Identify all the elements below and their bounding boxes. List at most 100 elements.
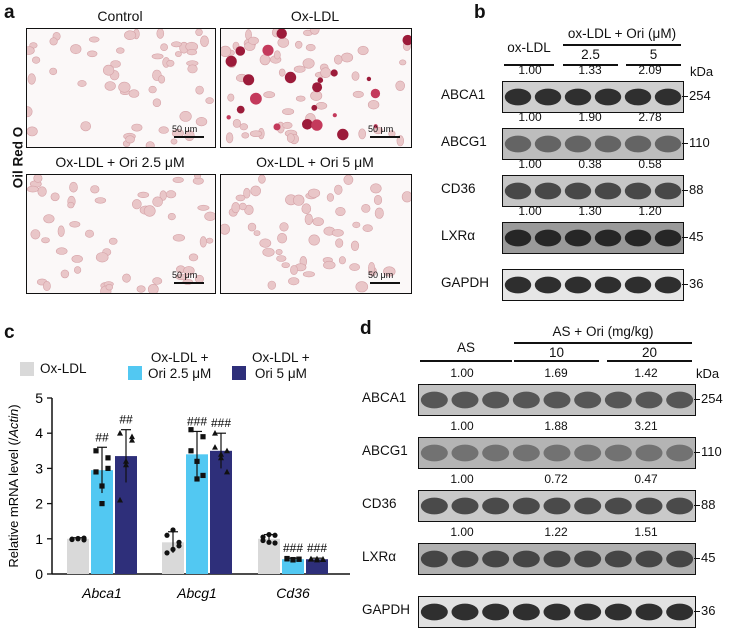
marker-tick	[694, 611, 700, 613]
densitometry-value: 1.22	[544, 525, 568, 539]
bar	[210, 450, 232, 574]
group-underline	[514, 342, 692, 344]
densitometry-value: 1.69	[544, 366, 568, 380]
y-tick-label: 1	[35, 531, 43, 547]
significance-marker: ##	[95, 430, 109, 444]
group-underline	[420, 360, 512, 362]
densitometry-value: 1.90	[578, 110, 602, 124]
group-label-control: AS	[456, 340, 475, 355]
densitometry-value: 2.78	[638, 110, 662, 124]
densitometry-value: 1.00	[450, 366, 474, 380]
densitometry-value: 3.21	[634, 419, 658, 433]
y-tick-label: 4	[35, 425, 43, 441]
bar-chart: 0 1 2 3 4 5 Relative mRNA level (/Actin) ## ## Ab…	[6, 390, 350, 601]
data-point	[81, 537, 87, 543]
blot-strip	[502, 269, 684, 301]
legend-swatch	[20, 362, 34, 376]
scale-bar	[370, 282, 400, 284]
significance-marker: ###	[307, 541, 327, 555]
bar	[282, 559, 304, 574]
data-point	[188, 448, 194, 454]
data-point	[194, 458, 200, 464]
group-label-control: ox-LDL	[507, 40, 551, 55]
densitometry-value: 2.09	[638, 63, 662, 77]
x-category-label: Cd36	[276, 585, 310, 601]
densitometry-value: 0.58	[638, 157, 662, 171]
group-underline	[514, 360, 599, 362]
panel-c-label: c	[4, 322, 15, 343]
bar	[91, 470, 113, 574]
blot-strip	[418, 596, 696, 628]
significance-marker: ##	[119, 413, 133, 427]
data-point	[123, 461, 129, 468]
blot-strip	[502, 222, 684, 254]
bar	[186, 454, 208, 574]
protein-label: GAPDH	[441, 275, 490, 290]
data-point	[218, 451, 224, 457]
blot-strip	[418, 490, 696, 522]
oil-red-o-micrograph	[26, 174, 216, 294]
data-point	[200, 434, 206, 440]
kda-marker: 36	[689, 276, 704, 291]
data-point	[266, 531, 272, 538]
blot-strip	[418, 384, 696, 416]
data-point	[93, 469, 99, 475]
data-point	[224, 468, 230, 475]
densitometry-value: 1.00	[450, 525, 474, 539]
data-point	[99, 501, 105, 507]
legend-swatch	[128, 366, 142, 380]
densitometry-value: 1.00	[450, 472, 474, 486]
protein-label: ABCA1	[441, 87, 486, 102]
densitometry-value: 0.47	[634, 472, 658, 486]
protein-label: ABCG1	[441, 134, 487, 149]
oil-red-o-label: Oil Red O	[10, 126, 26, 189]
kda-marker: 110	[689, 135, 710, 150]
data-point	[105, 465, 111, 471]
kda-marker: 36	[701, 603, 716, 618]
data-point	[93, 448, 99, 454]
protein-label: LXRα	[441, 228, 476, 243]
x-category-label: Abca1	[81, 585, 122, 601]
group-underline	[504, 64, 554, 66]
oil-red-o-micrograph	[220, 174, 412, 294]
data-point	[218, 454, 224, 461]
densitometry-value: 0.72	[544, 472, 568, 486]
y-tick-label: 2	[35, 496, 43, 512]
data-point	[260, 537, 266, 544]
densitometry-value: 1.00	[518, 63, 542, 77]
data-point	[105, 455, 111, 461]
data-point	[170, 527, 176, 533]
marker-tick	[682, 96, 688, 98]
blot-strip	[418, 543, 696, 575]
data-point	[176, 543, 182, 549]
bar	[306, 559, 328, 574]
scale-bar	[370, 136, 400, 138]
blot-strip	[502, 175, 684, 207]
scale-bar	[174, 136, 204, 138]
data-point	[314, 555, 320, 562]
data-point	[194, 476, 200, 482]
scale-bar-label: 50 μm	[368, 124, 394, 134]
protein-label: CD36	[441, 181, 476, 196]
data-point	[296, 556, 302, 562]
group-underline	[626, 64, 681, 66]
scale-bar-label: 50 μm	[368, 270, 394, 280]
protein-label: ABCG1	[362, 443, 408, 458]
protein-label: LXRα	[362, 549, 397, 564]
data-point	[212, 430, 218, 436]
data-point	[129, 437, 135, 443]
data-point	[290, 556, 296, 563]
group-underline	[563, 64, 618, 66]
data-point	[320, 556, 326, 562]
densitometry-value: 1.51	[634, 525, 658, 539]
bar	[115, 456, 137, 574]
legend-label: Ox-LDL	[40, 361, 87, 376]
dose-label: 5	[649, 47, 658, 62]
legend-swatch	[232, 366, 246, 380]
marker-tick	[694, 505, 700, 507]
scale-bar-label: 50 μm	[172, 270, 198, 280]
data-point	[308, 556, 314, 562]
data-point	[129, 433, 135, 440]
blot-strip	[502, 81, 684, 113]
scale-bar-label: 50 μm	[172, 124, 198, 134]
